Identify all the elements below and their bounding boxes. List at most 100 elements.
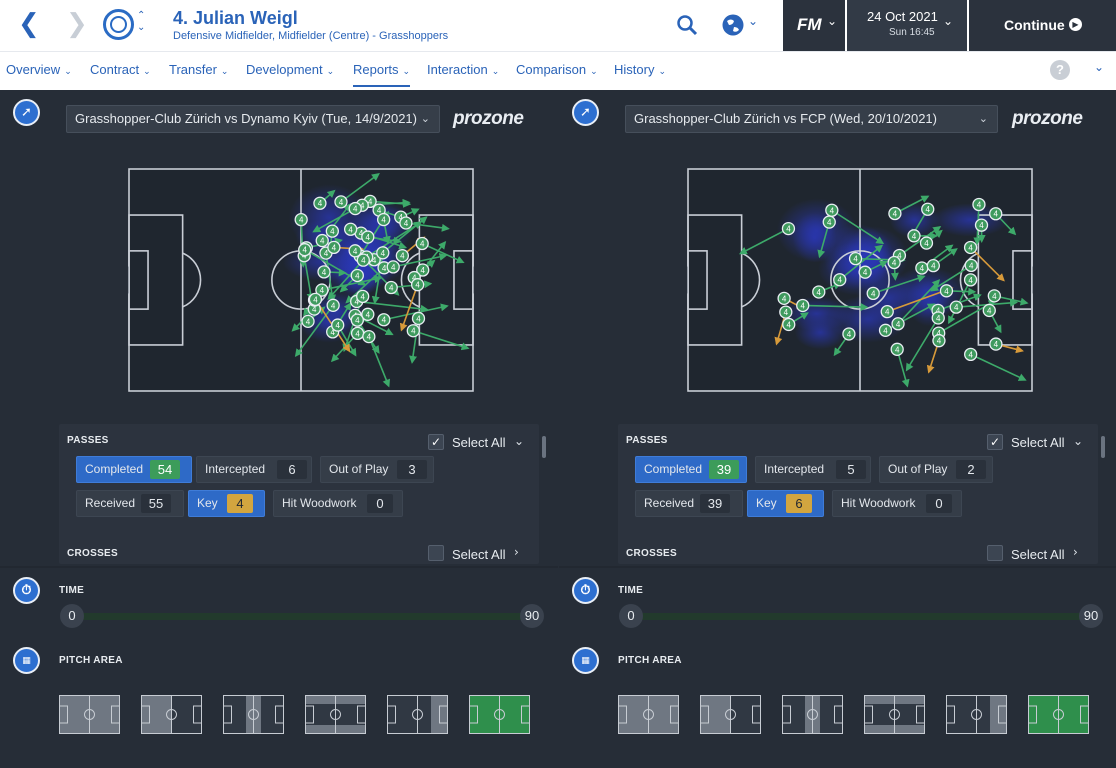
pitch-area-whole[interactable]	[618, 695, 679, 734]
time-slider-start[interactable]: 0	[619, 604, 643, 628]
intercepted-filter[interactable]: Intercepted 6	[196, 456, 312, 483]
player-marker-label: 4	[313, 295, 318, 304]
crosses-select-all-checkbox[interactable]	[987, 545, 1003, 561]
completed-filter[interactable]: Completed 39	[635, 456, 747, 483]
player-marker-label: 4	[320, 237, 325, 246]
match-select[interactable]: Grasshopper-Club Zürich vs Dynamo Kyiv (…	[66, 105, 440, 133]
pitch-area-wings[interactable]	[864, 695, 925, 734]
received-filter[interactable]: Received 55	[76, 490, 184, 517]
time-slider-track[interactable]	[631, 613, 1091, 620]
continue-button[interactable]: Continue ▶	[969, 0, 1116, 51]
player-marker-dot	[878, 323, 893, 337]
pitch-area-channels[interactable]	[946, 695, 1007, 734]
passes-select-all-label[interactable]: Select All	[1011, 435, 1065, 450]
time-slider-start[interactable]: 0	[60, 604, 84, 628]
key-filter[interactable]: Key 4	[188, 490, 265, 517]
player-marker-label: 4	[944, 287, 949, 296]
chevron-right-icon[interactable]: ›	[1073, 545, 1078, 559]
completed-pass-arrow	[356, 300, 429, 313]
fm-menu-button[interactable]: FM ⌄	[783, 0, 845, 51]
mini-pitch-box-left	[946, 705, 955, 724]
back-icon[interactable]: ❮	[18, 9, 40, 39]
completed-pass-arrow	[327, 259, 364, 301]
search-icon[interactable]	[676, 14, 698, 36]
player-marker-label: 4	[936, 314, 941, 323]
nav-transfer[interactable]: Transfer ⌄	[169, 62, 229, 77]
time-slider-end[interactable]: 90	[520, 604, 544, 628]
scrollbar[interactable]	[1101, 436, 1105, 458]
pitch-area-centre[interactable]	[223, 695, 284, 734]
pitch-area-selected[interactable]	[469, 695, 530, 734]
mini-pitch-circle	[807, 709, 818, 720]
crosses-select-all-label[interactable]: Select All	[452, 547, 506, 562]
expand-icon[interactable]: ➚	[13, 99, 40, 126]
out-of-play-value: 2	[956, 460, 986, 479]
mini-pitch-box-left	[141, 705, 150, 724]
player-subtitle: Defensive Midfielder, Midfielder (Centre…	[173, 30, 449, 42]
club-switch-icon[interactable]: ⌃ ⌄	[137, 10, 146, 33]
player-marker-dot	[301, 314, 315, 329]
out-of-play-filter[interactable]: Out of Play 2	[879, 456, 993, 483]
chevron-down-icon[interactable]: ⌄	[1094, 60, 1105, 74]
forward-icon[interactable]: ❯	[66, 9, 88, 39]
pitch-area-whole[interactable]	[59, 695, 120, 734]
mini-pitch-circle	[412, 709, 423, 720]
pitch-area-half[interactable]	[700, 695, 761, 734]
crosses-select-all-label[interactable]: Select All	[1011, 547, 1065, 562]
match-select[interactable]: Grasshopper-Club Zürich vs FCP (Wed, 20/…	[625, 105, 998, 133]
nav-history[interactable]: History ⌄	[614, 62, 666, 77]
pitch-area-centre[interactable]	[782, 695, 843, 734]
pitch-area-selected[interactable]	[1028, 695, 1089, 734]
player-marker-dot	[399, 216, 413, 230]
received-filter[interactable]: Received 39	[635, 490, 743, 517]
pitch-area-half[interactable]	[141, 695, 202, 734]
key-pass-arrow	[399, 284, 419, 332]
hit-woodwork-filter[interactable]: Hit Woodwork 0	[832, 490, 962, 517]
time-slider-track[interactable]	[72, 613, 532, 620]
help-icon[interactable]: ?	[1050, 60, 1070, 80]
player-marker-label: 4	[382, 316, 387, 325]
time-text: Sun 16:45	[889, 27, 935, 38]
out-of-play-filter[interactable]: Out of Play 3	[320, 456, 434, 483]
nav-interaction[interactable]: Interaction ⌄	[427, 62, 500, 77]
scrollbar[interactable]	[542, 436, 546, 458]
pitch-area-wings[interactable]	[305, 695, 366, 734]
nav-overview[interactable]: Overview ⌄	[6, 62, 72, 77]
nav-contract[interactable]: Contract ⌄	[90, 62, 151, 77]
completed-filter[interactable]: Completed 54	[76, 456, 192, 483]
key-filter[interactable]: Key 6	[747, 490, 824, 517]
nav-development[interactable]: Development ⌄	[246, 62, 335, 77]
expand-icon[interactable]: ➚	[572, 99, 599, 126]
hit-woodwork-value: 0	[367, 494, 393, 513]
chevron-down-icon[interactable]: ⌄	[1073, 434, 1084, 448]
player-marker-label: 4	[827, 218, 832, 227]
chevron-down-icon[interactable]: ⌄	[514, 434, 525, 448]
mini-pitch-circle	[643, 709, 654, 720]
globe-icon[interactable]	[721, 13, 745, 37]
mini-pitch-box-left	[618, 705, 627, 724]
player-position-marker: 4	[298, 243, 312, 257]
nav-comparison[interactable]: Comparison ⌄	[516, 62, 598, 77]
passes-select-all-label[interactable]: Select All	[452, 435, 506, 450]
player-position-marker: 4	[416, 263, 430, 277]
passes-select-all-checkbox[interactable]: ✓	[428, 434, 444, 450]
mini-pitch-box-left	[305, 705, 314, 724]
time-slider-end[interactable]: 90	[1079, 604, 1103, 628]
date-button[interactable]: 24 Oct 2021 Sun 16:45 ⌄	[847, 0, 967, 51]
hit-woodwork-filter[interactable]: Hit Woodwork 0	[273, 490, 403, 517]
player-position-marker: 4	[294, 212, 308, 227]
chevron-down-icon[interactable]: ⌄	[748, 14, 759, 28]
pitch-area-channels[interactable]	[387, 695, 448, 734]
player-marker-label: 4	[339, 198, 344, 207]
player-position-marker: 4	[348, 244, 362, 258]
club-badge-icon[interactable]	[103, 9, 134, 40]
player-marker-dot	[384, 280, 398, 295]
crosses-select-all-checkbox[interactable]	[428, 545, 444, 561]
player-marker-label: 4	[355, 271, 360, 280]
chevron-right-icon[interactable]: ›	[514, 545, 519, 559]
intercepted-filter[interactable]: Intercepted 5	[755, 456, 871, 483]
nav-reports[interactable]: Reports ⌄	[353, 62, 411, 87]
passes-select-all-checkbox[interactable]: ✓	[987, 434, 1003, 450]
